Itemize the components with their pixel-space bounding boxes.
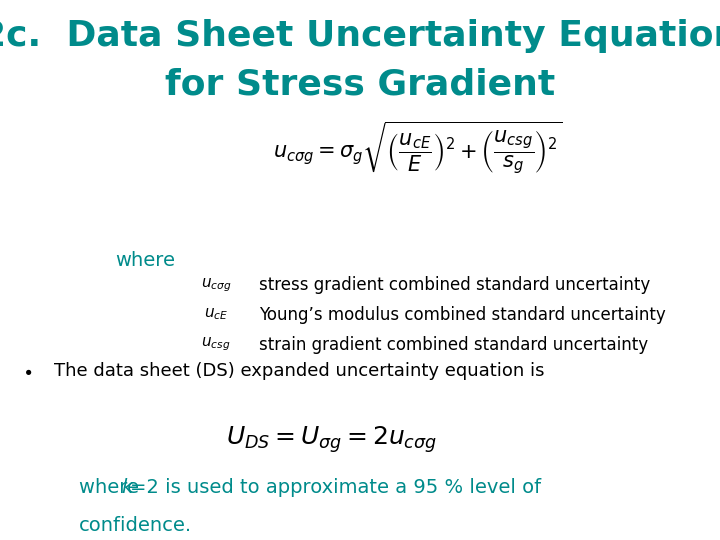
Text: The data sheet (DS) expanded uncertainty equation is: The data sheet (DS) expanded uncertainty…: [54, 362, 544, 380]
Text: for Stress Gradient: for Stress Gradient: [165, 68, 555, 102]
Text: stress gradient combined standard uncertainty: stress gradient combined standard uncert…: [259, 276, 650, 294]
Text: $\bullet$: $\bullet$: [22, 362, 32, 380]
Text: =2 is used to approximate a 95 % level of: =2 is used to approximate a 95 % level o…: [130, 478, 541, 497]
Text: Young’s modulus combined standard uncertainty: Young’s modulus combined standard uncert…: [259, 306, 666, 324]
Text: $U_{DS} = U_{\sigma g} = 2u_{c\sigma g}$: $U_{DS} = U_{\sigma g} = 2u_{c\sigma g}$: [225, 424, 437, 455]
Text: 2c.  Data Sheet Uncertainty Equation: 2c. Data Sheet Uncertainty Equation: [0, 19, 720, 53]
Text: where: where: [79, 478, 145, 497]
Text: strain gradient combined standard uncertainty: strain gradient combined standard uncert…: [259, 336, 648, 354]
Text: $u_{c\sigma g} = \sigma_g \sqrt{\left(\dfrac{u_{cE}}{E}\right)^2 + \left(\dfrac{: $u_{c\sigma g} = \sigma_g \sqrt{\left(\d…: [273, 120, 562, 177]
Text: confidence.: confidence.: [79, 516, 192, 535]
Text: where: where: [115, 251, 175, 270]
Text: k: k: [121, 478, 132, 497]
Text: $u_{cE}$: $u_{cE}$: [204, 306, 228, 322]
Text: $u_{c\sigma g}$: $u_{c\sigma g}$: [201, 276, 231, 294]
Text: $u_{csg}$: $u_{csg}$: [202, 336, 230, 354]
